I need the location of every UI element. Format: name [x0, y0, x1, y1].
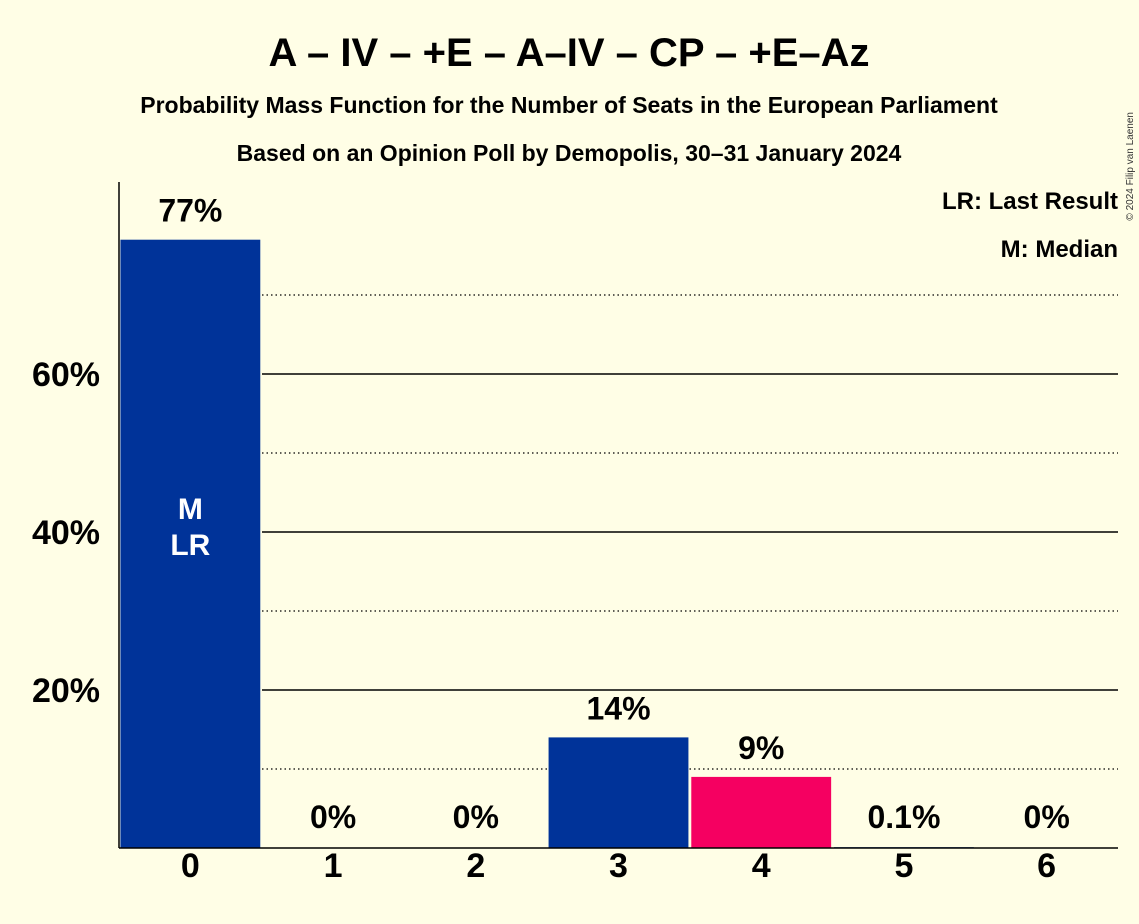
x-tick-4: 4: [752, 847, 771, 885]
data-label-0: 77%: [158, 193, 222, 229]
gridlines: [262, 294, 1118, 770]
data-labels: 77% 0% 0% 14% 9% 0.1% 0%: [158, 193, 1069, 835]
chart-title: A – IV – +E – A–IV – CP – +E–Az: [268, 31, 869, 75]
x-tick-3: 3: [609, 847, 628, 885]
x-tick-0: 0: [181, 847, 200, 885]
y-tick-60: 60%: [32, 356, 100, 394]
x-tick-1: 1: [324, 847, 343, 885]
chart-subtitle: Probability Mass Function for the Number…: [140, 92, 998, 118]
legend-last-result: LR: Last Result: [942, 188, 1118, 215]
x-tick-5: 5: [894, 847, 913, 885]
bar-3: [548, 737, 689, 848]
y-tick-40: 40%: [32, 514, 100, 552]
data-label-3: 14%: [586, 690, 650, 726]
bar-0: [120, 239, 261, 848]
y-tick-20: 20%: [32, 672, 100, 710]
bar-annotation-m: M: [178, 493, 203, 526]
legend-median: M: Median: [1001, 236, 1118, 263]
copyright-note: © 2024 Filip van Laenen: [1125, 112, 1136, 221]
x-axis-ticks: 0 1 2 3 4 5 6: [181, 847, 1056, 885]
data-label-2: 0%: [453, 799, 499, 835]
bar-annotation-lr: LR: [170, 529, 210, 562]
data-label-4: 9%: [738, 730, 784, 766]
data-label-5: 0.1%: [867, 799, 940, 835]
bars: MLR: [120, 239, 974, 848]
data-label-1: 0%: [310, 799, 356, 835]
y-axis-ticks: 20% 40% 60%: [32, 356, 100, 710]
chart-subtitle-source: Based on an Opinion Poll by Demopolis, 3…: [237, 140, 902, 166]
x-tick-2: 2: [466, 847, 485, 885]
data-label-6: 0%: [1024, 799, 1070, 835]
bar-4: [691, 776, 832, 848]
x-tick-6: 6: [1037, 847, 1056, 885]
